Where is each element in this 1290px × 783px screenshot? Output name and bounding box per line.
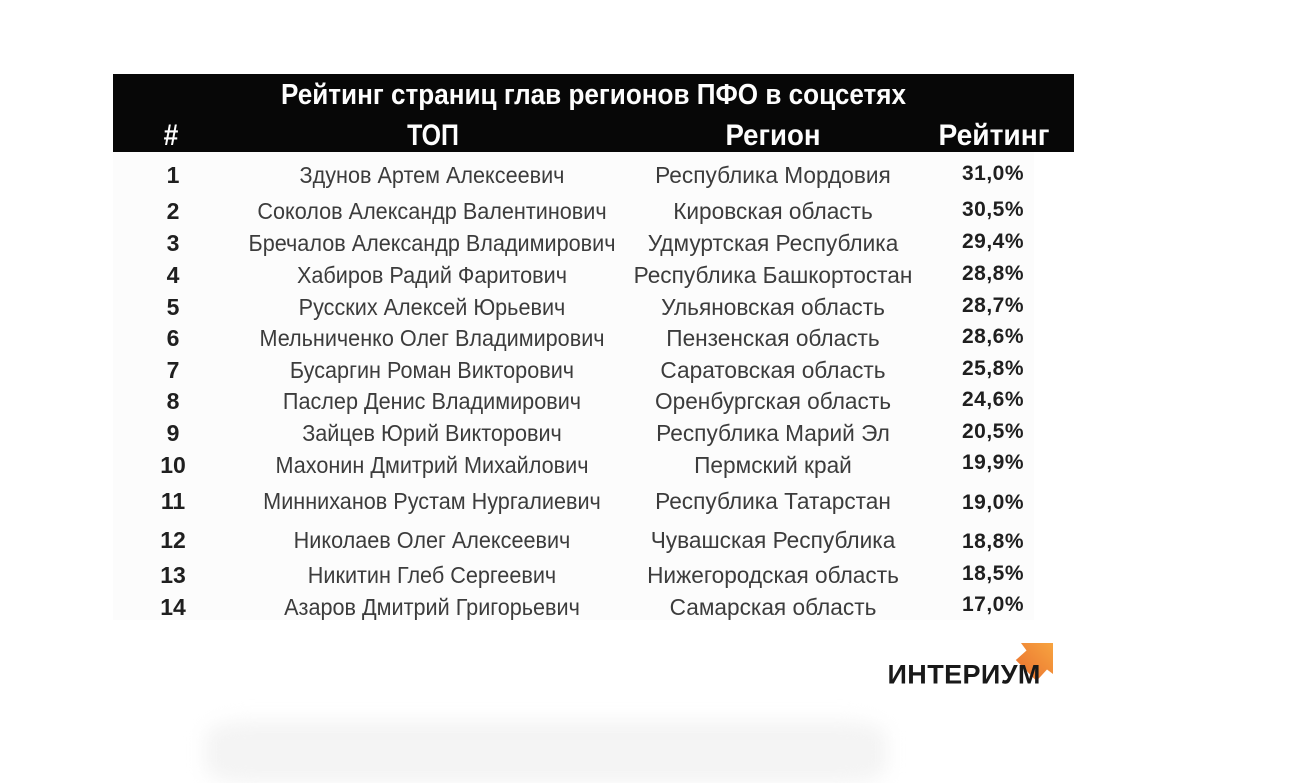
svg-text:ИНТЕРИУМ: ИНТЕРИУМ: [888, 659, 1041, 689]
